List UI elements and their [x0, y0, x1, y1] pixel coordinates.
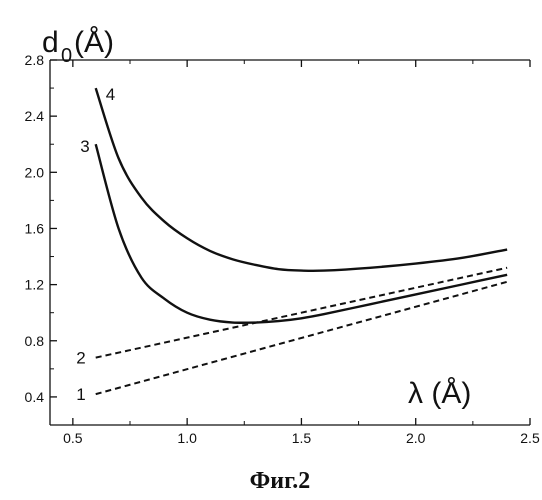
y-tick-label: 0.8 [25, 333, 45, 349]
figure-caption: Фиг.2 [250, 468, 311, 494]
y-axis-title-subscript: 0 [61, 45, 72, 67]
x-tick-label: 1.5 [292, 430, 312, 446]
series-label-1: 1 [76, 385, 85, 404]
y-tick-label: 2.4 [25, 108, 45, 124]
y-tick-label: 0.4 [25, 389, 45, 405]
x-tick-label: 0.5 [63, 430, 83, 446]
y-axis-title: d 0 (Å) [42, 26, 114, 67]
x-tick-label: 2.5 [520, 430, 540, 446]
series-label-3: 3 [80, 137, 89, 156]
x-tick-label: 1.0 [177, 430, 197, 446]
y-tick-label: 1.6 [25, 220, 45, 236]
y-tick-label: 2.0 [25, 164, 45, 180]
x-axis-title: λ (Å) [408, 377, 471, 410]
axes [50, 60, 530, 425]
series-line-2 [96, 268, 507, 358]
y-axis-title-main: d [42, 26, 59, 59]
series-label-2: 2 [76, 349, 85, 368]
y-tick-label: 1.2 [25, 277, 45, 293]
series-label-4: 4 [106, 85, 115, 104]
series-group: 1 2 3 4 [76, 85, 507, 404]
y-axis-title-unit: (Å) [74, 26, 114, 59]
series-line-4 [96, 88, 507, 271]
series-line-3 [96, 144, 507, 323]
x-tick-label: 2.0 [406, 430, 426, 446]
